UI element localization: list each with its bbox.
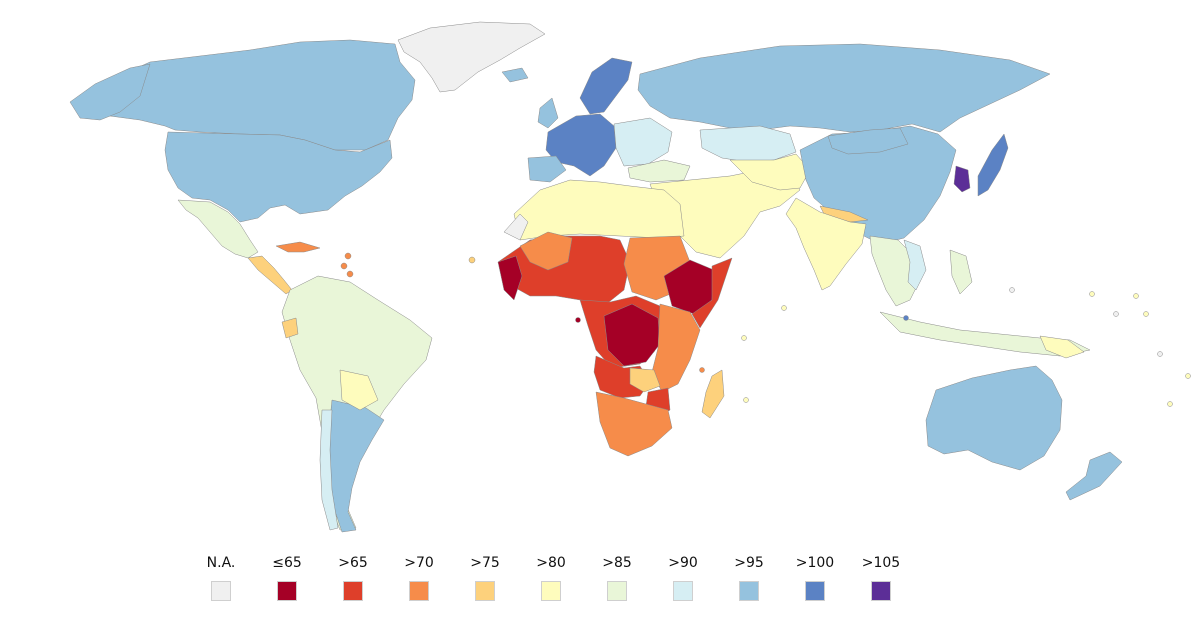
region-europe-east	[613, 117, 673, 167]
region-mongolia	[827, 127, 909, 155]
region-indonesia	[879, 311, 1091, 357]
region-vietnam	[903, 239, 927, 291]
region-kazakhstan	[699, 125, 797, 163]
legend-label: >75	[470, 555, 500, 571]
legend-label: N.A.	[206, 555, 236, 571]
region-somalia	[691, 257, 733, 329]
region-western-sahara	[503, 213, 529, 241]
island-pacific-1	[1009, 287, 1015, 293]
region-greenland	[397, 21, 546, 93]
region-madagascar	[701, 369, 725, 419]
legend-item: >65	[322, 555, 384, 615]
legend-swatch	[739, 581, 759, 601]
legend-swatch	[277, 581, 297, 601]
legend-label: >95	[734, 555, 764, 571]
legend-label: >70	[404, 555, 434, 571]
island-caribbean-3	[346, 270, 354, 278]
legend: N.A. ≤65 >65 >70 >75 >80 >85 >90 >95 >100 >105	[190, 555, 910, 615]
region-papua	[1039, 335, 1085, 359]
region-new-zealand	[1065, 451, 1123, 501]
legend-item: >95	[718, 555, 780, 615]
region-canada	[79, 39, 416, 151]
region-iceland	[501, 67, 529, 83]
island-indian-ocean-1	[741, 335, 747, 341]
island-pacific-8	[1167, 401, 1173, 407]
island-caribbean-2	[340, 262, 348, 270]
region-turkey	[627, 159, 691, 183]
region-scandinavia	[579, 57, 633, 115]
legend-label: >85	[602, 555, 632, 571]
region-east-africa	[651, 303, 701, 393]
island-pacific-6	[1157, 351, 1163, 357]
region-zambia	[629, 367, 661, 393]
island-pacific-7	[1185, 373, 1191, 379]
legend-swatch	[673, 581, 693, 601]
legend-label: >90	[668, 555, 698, 571]
legend-item: N.A.	[190, 555, 252, 615]
island-caribbean-1	[344, 252, 352, 260]
region-congo	[603, 303, 661, 367]
region-caribbean	[275, 241, 321, 253]
island-indian-ocean-3	[781, 305, 787, 311]
legend-swatch	[607, 581, 627, 601]
region-nepal	[819, 205, 869, 223]
island-indian-ocean-4	[699, 367, 705, 373]
island-pacific-5	[1143, 311, 1149, 317]
legend-item: >90	[652, 555, 714, 615]
legend-item: >80	[520, 555, 582, 615]
legend-swatch	[871, 581, 891, 601]
region-alaska	[69, 63, 151, 121]
legend-item: >85	[586, 555, 648, 615]
region-paraguay	[339, 369, 379, 411]
legend-swatch	[343, 581, 363, 601]
region-usa	[164, 131, 393, 223]
region-argentina	[327, 399, 385, 533]
legend-item: >100	[784, 555, 846, 615]
region-mali	[519, 231, 573, 271]
legend-item: >75	[454, 555, 516, 615]
region-iberia	[527, 155, 567, 183]
region-india	[785, 197, 867, 291]
legend-swatch	[805, 581, 825, 601]
region-korea	[953, 165, 971, 193]
island-pacific-2	[1089, 291, 1095, 297]
legend-item: >105	[850, 555, 912, 615]
region-central-america	[247, 255, 293, 295]
legend-swatch	[409, 581, 429, 601]
legend-item: ≤65	[256, 555, 318, 615]
region-australia	[925, 365, 1063, 471]
island-pacific-4	[1133, 293, 1139, 299]
legend-swatch	[211, 581, 231, 601]
region-russia	[637, 43, 1051, 133]
region-central-asia	[729, 153, 811, 191]
region-chile	[319, 409, 339, 531]
region-philippines	[949, 249, 973, 295]
legend-swatch	[475, 581, 495, 601]
island-southeast-asia	[903, 315, 909, 321]
legend-label: ≤65	[272, 555, 302, 571]
legend-label: >100	[795, 555, 835, 571]
legend-label: >80	[536, 555, 566, 571]
island-pacific-3	[1113, 311, 1119, 317]
legend-label: >65	[338, 555, 368, 571]
island-sao-tome	[575, 317, 581, 323]
island-atlantic	[468, 256, 476, 264]
region-senegal	[497, 255, 523, 301]
region-ecuador	[281, 317, 299, 339]
region-japan	[977, 133, 1009, 197]
island-indian-ocean-2	[743, 397, 749, 403]
region-southern-africa	[595, 391, 673, 457]
legend-swatch	[541, 581, 561, 601]
region-uk	[537, 97, 559, 129]
world-choropleth-map	[69, 21, 1191, 533]
legend-item: >70	[388, 555, 450, 615]
legend-label: >105	[861, 555, 901, 571]
